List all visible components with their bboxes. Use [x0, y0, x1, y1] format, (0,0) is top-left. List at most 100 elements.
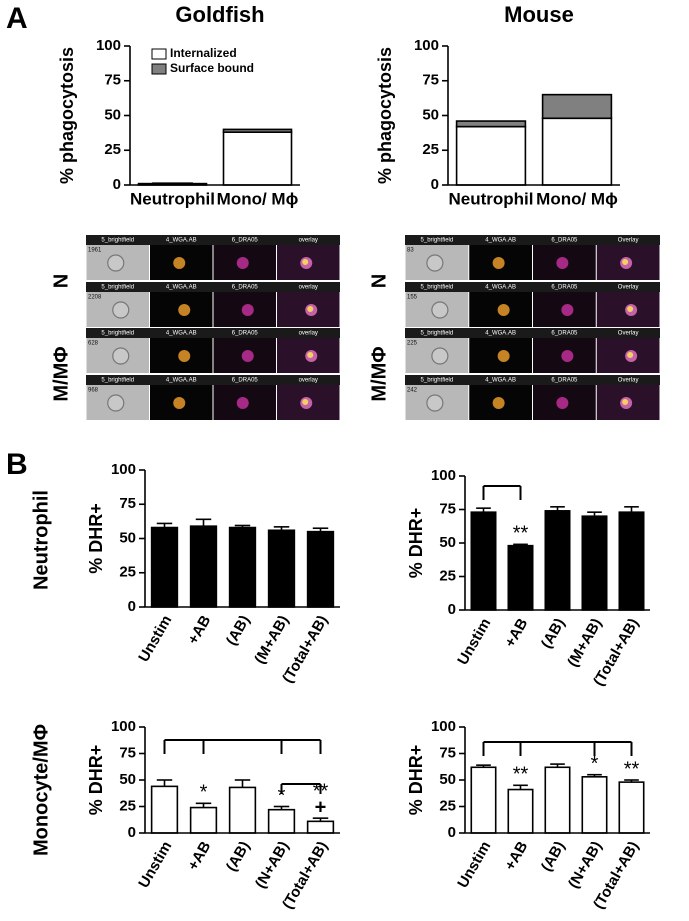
group-label: N	[368, 274, 390, 288]
significance-mark: **	[624, 758, 640, 780]
x-tick-label: Neutrophil	[130, 189, 215, 208]
y-tick-label: 100	[431, 467, 456, 484]
cell-stain	[241, 350, 254, 362]
channel-label: 4_WGA.AB	[485, 238, 516, 244]
legend-swatch	[151, 63, 167, 75]
bar	[150, 526, 179, 608]
y-axis-label: % phagocytosis	[57, 47, 77, 184]
y-tick-label: 25	[119, 797, 136, 814]
y-tick-label: 75	[439, 744, 456, 761]
error-bar	[513, 543, 528, 546]
cell-stain	[556, 257, 569, 269]
channel-label: 5_brightfield	[101, 238, 134, 244]
y-tick-label: 0	[128, 824, 136, 841]
x-tick-label: Unstim	[454, 615, 494, 668]
y-tick-label: 25	[119, 564, 136, 581]
x-tick-label: (N+AB)	[565, 838, 605, 891]
bar	[470, 511, 497, 611]
micrograph-header	[405, 328, 660, 338]
micrograph-header	[405, 282, 660, 292]
bar	[455, 120, 527, 128]
cell-stain	[497, 304, 510, 316]
error-bar	[195, 518, 212, 527]
x-tick-label: +AB	[501, 838, 531, 873]
y-tick-label: 50	[422, 106, 439, 123]
error-bar	[476, 507, 491, 513]
significance-mark: **	[513, 523, 529, 545]
bar	[306, 820, 335, 834]
micrograph-header	[405, 235, 660, 245]
micrograph-header	[86, 328, 340, 338]
y-tick-label: 0	[448, 601, 456, 618]
channel-label: overlay	[299, 378, 318, 384]
x-tick-label: Unstim	[454, 838, 494, 891]
bar	[228, 786, 257, 834]
legend-swatch	[151, 48, 167, 60]
cell-id: 155	[407, 295, 418, 301]
y-tick-label: 50	[119, 771, 136, 788]
channel-label: 4_WGA.AB	[166, 378, 197, 384]
significance-mark: **	[513, 764, 529, 786]
cell-stain	[236, 257, 249, 269]
micrograph-header	[405, 375, 660, 385]
error-bar	[234, 779, 251, 788]
y-tick-label: 100	[111, 718, 136, 735]
bar	[222, 131, 293, 186]
channel-label: Overlay	[618, 378, 639, 384]
y-tick-label: 0	[448, 824, 456, 841]
y-tick-label: 100	[414, 37, 439, 54]
bar	[507, 544, 534, 611]
y-tick-label: 0	[113, 176, 121, 193]
cell-stain-core	[622, 259, 629, 265]
cell-outline	[107, 394, 125, 412]
micrograph-header	[86, 375, 340, 385]
error-bar	[624, 506, 639, 513]
y-tick-label: 75	[104, 72, 121, 89]
cell-stain-core	[307, 352, 314, 358]
cell-stain	[561, 304, 574, 316]
cell-outline	[431, 301, 449, 319]
bar	[507, 788, 534, 834]
group-label: N	[50, 274, 72, 288]
channel-label: 5_brightfield	[421, 285, 454, 291]
channel-label: 5_brightfield	[421, 238, 454, 244]
error-bar	[156, 522, 173, 528]
cell-id: 225	[407, 341, 418, 347]
cell-stain-core	[627, 352, 634, 358]
chart-title: Goldfish	[175, 2, 264, 27]
cell-outline	[426, 254, 444, 272]
cell-outline	[426, 394, 444, 412]
channel-label: Overlay	[618, 238, 639, 244]
x-tick-label: (AB)	[538, 615, 569, 651]
x-tick-label: Mono/ Mϕ	[217, 189, 299, 208]
cell-stain	[178, 350, 191, 362]
channel-label: 6_DRA05	[232, 238, 259, 244]
x-tick-label: Unstim	[135, 612, 175, 665]
bar	[581, 515, 608, 611]
channel-label: 6_DRA05	[551, 238, 578, 244]
significance-mark: *	[591, 753, 599, 775]
error-bar	[476, 764, 491, 768]
bar	[544, 766, 571, 834]
legend-label: Internalized	[170, 46, 237, 60]
y-tick-label: 75	[422, 72, 439, 89]
cell-id: 968	[88, 388, 99, 394]
y-tick-label: 25	[439, 797, 456, 814]
error-bar	[312, 527, 329, 532]
bar	[267, 808, 296, 834]
bar	[541, 117, 613, 186]
channel-label: overlay	[299, 238, 318, 244]
cell-id: 2208	[88, 295, 102, 301]
channel-label: 4_WGA.AB	[485, 285, 516, 291]
micrograph-header	[86, 235, 340, 245]
y-tick-label: 50	[119, 529, 136, 546]
x-tick-label: +AB	[184, 612, 214, 647]
y-axis-label: % DHR+	[406, 745, 426, 816]
cell-stain-core	[302, 259, 309, 265]
y-axis-label: % DHR+	[86, 503, 106, 574]
channel-label: 4_WGA.AB	[166, 238, 197, 244]
channel-label: 4_WGA.AB	[166, 331, 197, 337]
panel-label: A	[6, 2, 28, 35]
bar	[618, 511, 645, 611]
channel-label: 5_brightfield	[421, 378, 454, 384]
